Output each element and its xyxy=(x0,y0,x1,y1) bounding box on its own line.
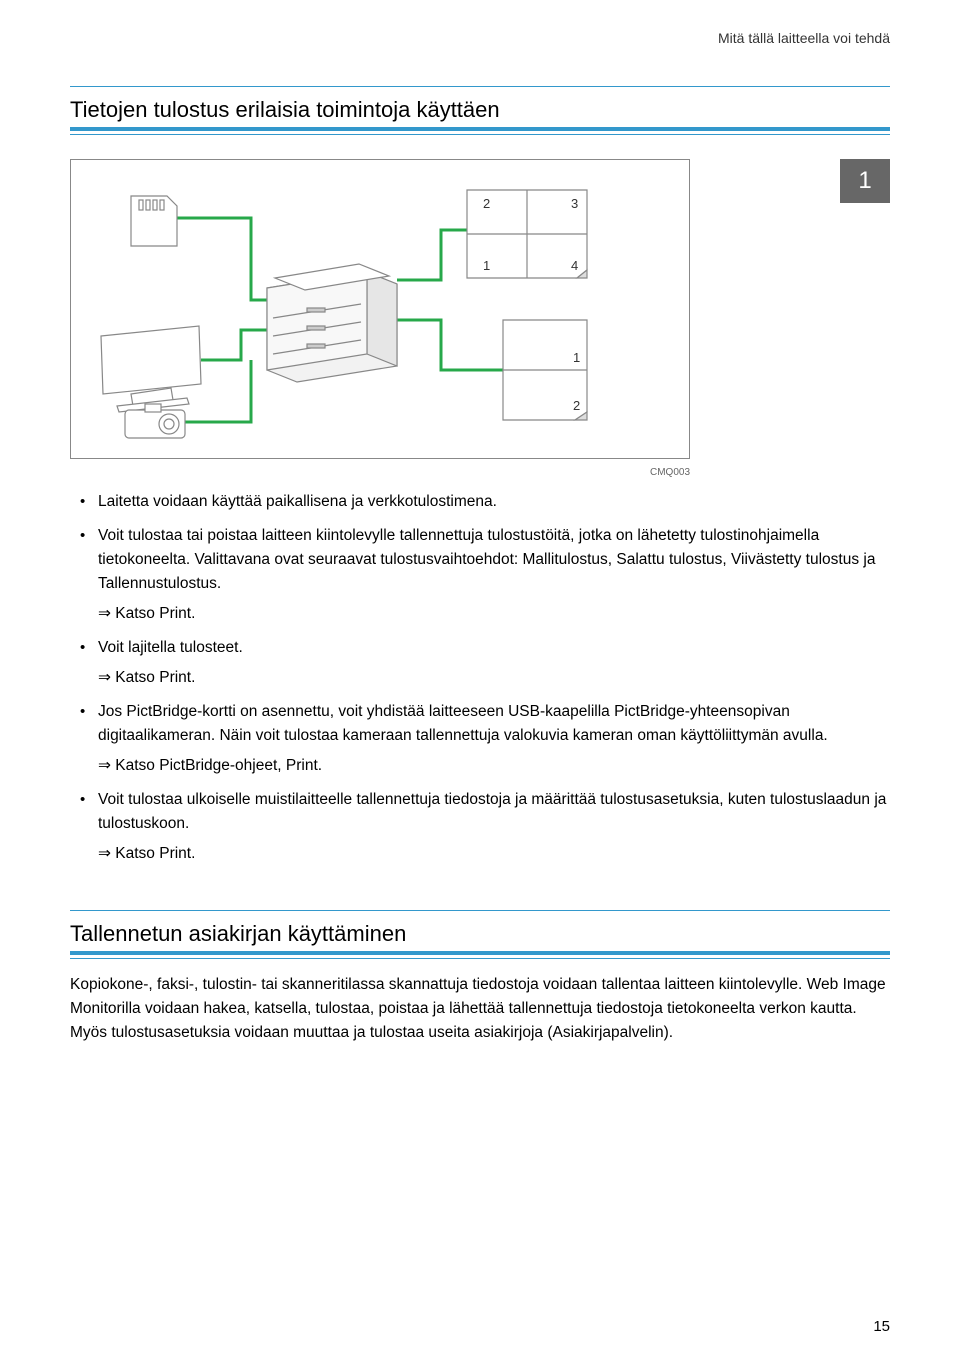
diagram-svg: 2 3 1 4 1 2 xyxy=(71,160,691,460)
section-2-heading-block: Tallennetun asiakirjan käyttäminen xyxy=(70,910,890,959)
section-2-paragraph: Kopiokone-, faksi-, tulostin- tai skanne… xyxy=(70,973,890,1045)
reference-line: Katso Print. xyxy=(98,602,890,626)
page-num-1: 1 xyxy=(483,258,490,273)
rule-thick xyxy=(70,127,890,131)
list-item: Voit lajitella tulosteet. Katso Print. xyxy=(98,636,890,690)
diagram-code: CMQ003 xyxy=(70,467,690,478)
rule-thin-top xyxy=(70,910,890,911)
diagram-box: 2 3 1 4 1 2 xyxy=(70,159,690,459)
list-item: Laitetta voidaan käyttää paikallisena ja… xyxy=(98,490,890,514)
page-single-2: 2 xyxy=(573,398,580,413)
list-item: Jos PictBridge-kortti on asennettu, voit… xyxy=(98,700,890,778)
list-text: Voit tulostaa ulkoiselle muistilaitteell… xyxy=(98,791,886,832)
figure-row: 2 3 1 4 1 2 1 xyxy=(70,159,890,459)
section-1-list: Laitetta voidaan käyttää paikallisena ja… xyxy=(70,490,890,866)
page-num-4: 4 xyxy=(571,258,578,273)
page-number: 15 xyxy=(873,1318,890,1335)
rule-thin xyxy=(70,958,890,959)
rule-thick xyxy=(70,951,890,955)
section-1-heading-block: Tietojen tulostus erilaisia toimintoja k… xyxy=(70,86,890,135)
page-num-3: 3 xyxy=(571,196,578,211)
section-1-title: Tietojen tulostus erilaisia toimintoja k… xyxy=(70,93,890,127)
running-header: Mitä tällä laitteella voi tehdä xyxy=(70,30,890,46)
reference-line: Katso Print. xyxy=(98,666,890,690)
list-text: Voit tulostaa tai poistaa laitteen kiint… xyxy=(98,527,875,592)
chapter-tab: 1 xyxy=(840,159,890,203)
reference-line: Katso Print. xyxy=(98,842,890,866)
list-item: Voit tulostaa ulkoiselle muistilaitteell… xyxy=(98,788,890,866)
list-text: Voit lajitella tulosteet. xyxy=(98,639,243,656)
page-single-1: 1 xyxy=(573,350,580,365)
list-text: Laitetta voidaan käyttää paikallisena ja… xyxy=(98,493,497,510)
list-item: Voit tulostaa tai poistaa laitteen kiint… xyxy=(98,524,890,626)
rule-thin xyxy=(70,134,890,135)
reference-line: Katso PictBridge-ohjeet, Print. xyxy=(98,754,890,778)
list-text: Jos PictBridge-kortti on asennettu, voit… xyxy=(98,703,828,744)
rule-thin-top xyxy=(70,86,890,87)
page-num-2: 2 xyxy=(483,196,490,211)
section-2-title: Tallennetun asiakirjan käyttäminen xyxy=(70,917,890,951)
